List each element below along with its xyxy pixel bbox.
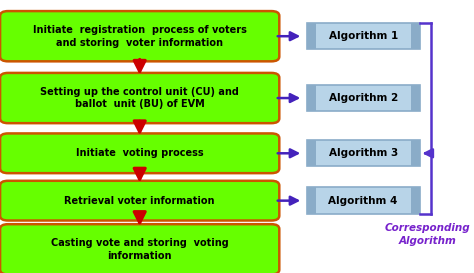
Bar: [307, 140, 419, 167]
Bar: [307, 140, 316, 167]
Text: Initiate  voting process: Initiate voting process: [76, 148, 203, 158]
Text: Algorithm 1: Algorithm 1: [328, 31, 398, 41]
FancyBboxPatch shape: [0, 224, 279, 273]
Bar: [307, 23, 316, 49]
Text: Setting up the control unit (CU) and
ballot  unit (BU) of EVM: Setting up the control unit (CU) and bal…: [40, 87, 239, 109]
FancyBboxPatch shape: [0, 133, 279, 173]
Bar: [307, 85, 419, 111]
FancyBboxPatch shape: [0, 73, 279, 123]
Bar: [307, 188, 316, 214]
Bar: [410, 188, 419, 214]
FancyBboxPatch shape: [0, 181, 279, 221]
Text: Algorithm 3: Algorithm 3: [328, 148, 398, 158]
Text: Casting vote and storing  voting
information: Casting vote and storing voting informat…: [51, 238, 228, 261]
Bar: [410, 23, 419, 49]
Text: Corresponding
Algorithm: Corresponding Algorithm: [384, 223, 470, 247]
Bar: [410, 85, 419, 111]
Bar: [307, 23, 419, 49]
Text: Retrieval voter information: Retrieval voter information: [64, 196, 215, 206]
Bar: [410, 140, 419, 167]
Bar: [307, 188, 419, 214]
FancyBboxPatch shape: [0, 11, 279, 61]
Text: Algorithm 2: Algorithm 2: [328, 93, 398, 103]
Bar: [307, 85, 316, 111]
Text: Algorithm 4: Algorithm 4: [328, 196, 398, 206]
Text: Initiate  registration  process of voters
and storing  voter information: Initiate registration process of voters …: [33, 25, 246, 48]
